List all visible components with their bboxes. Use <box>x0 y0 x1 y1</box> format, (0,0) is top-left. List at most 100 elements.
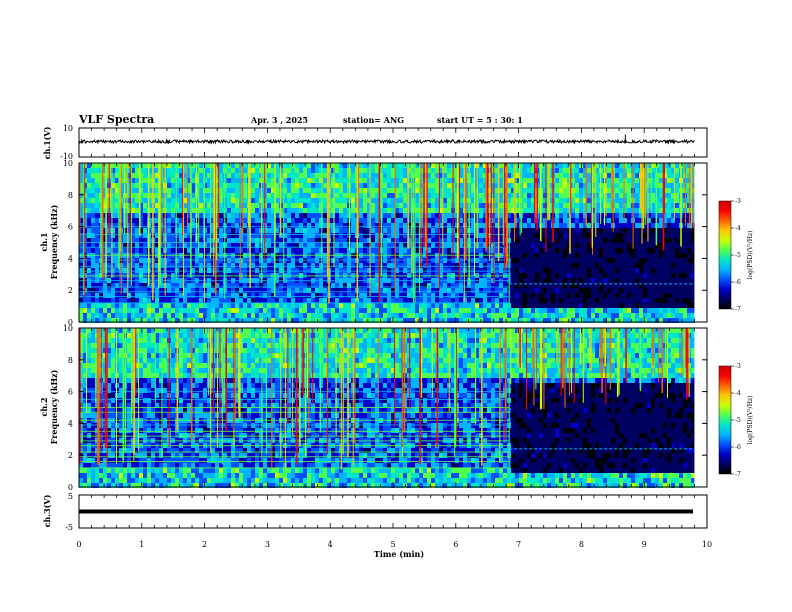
spectrogram-cell <box>91 198 95 203</box>
spectrogram-cell <box>675 308 679 313</box>
spectrogram-cell <box>283 303 287 308</box>
spectrogram-cell <box>251 238 255 243</box>
spectrogram-cell <box>487 193 491 198</box>
spectrogram-cell <box>159 213 163 218</box>
spectrogram-cell <box>111 318 115 323</box>
spectrogram-cell <box>443 248 447 253</box>
spectrogram-cell <box>667 218 671 223</box>
spectrogram-cell <box>635 288 639 293</box>
spectrogram-cell <box>623 173 627 178</box>
spectrogram-cell <box>123 248 127 253</box>
spectrogram-cell <box>551 268 555 273</box>
spectrogram-cell <box>683 278 687 283</box>
spectrogram-cell <box>407 248 411 253</box>
spectrogram-cell <box>383 213 387 218</box>
spectrogram-cell <box>255 303 259 308</box>
spectrogram-cell <box>499 318 503 323</box>
spectrogram-cell <box>279 263 283 268</box>
spectrogram-cell <box>375 238 379 243</box>
spectrogram-cell <box>435 193 439 198</box>
spectrogram-cell <box>515 293 519 298</box>
spectrogram-cell <box>595 298 599 303</box>
spectrogram-cell <box>671 173 675 178</box>
spectrogram-cell <box>167 223 171 228</box>
spectrogram-cell <box>487 258 491 263</box>
spectrogram-cell <box>455 303 459 308</box>
spectrogram-cell <box>391 293 395 298</box>
spectrogram-cell <box>199 318 203 323</box>
spectrogram-cell <box>543 163 547 168</box>
spectrogram-cell <box>307 163 311 168</box>
spectrogram-cell <box>327 308 331 313</box>
spectrogram-cell <box>255 248 259 253</box>
spectrogram-cell <box>611 243 615 248</box>
spectrogram-cell <box>287 163 291 168</box>
spectrogram-cell <box>111 168 115 173</box>
spectrogram-cell <box>503 318 507 323</box>
spectrogram-cell <box>479 308 483 313</box>
spectrogram-cell <box>207 213 211 218</box>
spectrogram-cell <box>251 173 255 178</box>
spectrogram-cell <box>323 188 327 193</box>
spectrogram-cell <box>491 258 495 263</box>
spectrogram-cell <box>527 248 531 253</box>
spectrogram-cell <box>615 228 619 233</box>
spectrogram-cell <box>423 163 427 168</box>
spectrogram-cell <box>475 288 479 293</box>
spectrogram-cell <box>659 218 663 223</box>
spectrogram-cell <box>291 318 295 323</box>
spectrogram-cell <box>639 308 643 313</box>
spectrogram-cell <box>347 218 351 223</box>
spectrogram-cell <box>235 318 239 323</box>
spectrogram-cell <box>543 208 547 213</box>
spectrogram-cell <box>555 288 559 293</box>
spectrogram-cell <box>251 198 255 203</box>
spectrogram-cell <box>555 173 559 178</box>
spectrogram-cell <box>323 208 327 213</box>
spectrogram-cell <box>335 248 339 253</box>
spectrogram-cell <box>79 313 83 318</box>
spectrogram-cell <box>607 218 611 223</box>
spectrogram-cell <box>271 303 275 308</box>
spectrogram-cell <box>239 243 243 248</box>
spectrogram-cell <box>267 218 271 223</box>
spectrogram-cell <box>527 273 531 278</box>
spectrogram-cell <box>139 318 143 323</box>
spectrogram-cell <box>215 288 219 293</box>
spectrogram-cell <box>95 208 99 213</box>
spectrogram-cell <box>195 248 199 253</box>
spectrogram-cell <box>595 273 599 278</box>
spectrogram-cell <box>159 248 163 253</box>
spectrogram-cell <box>403 298 407 303</box>
spectrogram-cell <box>315 318 319 323</box>
spectrogram-cell <box>395 293 399 298</box>
spectrogram-cell <box>427 238 431 243</box>
spectrogram-cell <box>383 263 387 268</box>
spectrogram-cell <box>579 293 583 298</box>
spectrogram-cell <box>439 168 443 173</box>
spectrogram-cell <box>471 293 475 298</box>
spectrogram-cell <box>115 193 119 198</box>
spectrogram-cell <box>523 318 527 323</box>
spectrogram-cell <box>531 298 535 303</box>
spectrogram-cell <box>299 168 303 173</box>
spectrogram-cell <box>227 313 231 318</box>
spectrogram-cell <box>415 208 419 213</box>
spectrogram-cell <box>463 233 467 238</box>
spectrogram-cell <box>95 238 99 243</box>
spectrogram-cell <box>323 228 327 233</box>
spectrogram-cell <box>631 263 635 268</box>
spectrogram-cell <box>383 283 387 288</box>
spectrogram-cell <box>355 308 359 313</box>
spectrogram-cell <box>619 303 623 308</box>
spectrogram-cell <box>507 303 511 308</box>
spectrogram-cell <box>347 163 351 168</box>
spectrogram-cell <box>471 243 475 248</box>
spectrogram-cell <box>399 263 403 268</box>
spectrogram-cell <box>343 183 347 188</box>
spectrogram-cell <box>203 288 207 293</box>
spectrogram-cell <box>635 308 639 313</box>
spectrogram-cell <box>491 298 495 303</box>
spectrogram-cell <box>487 288 491 293</box>
spectrogram-cell <box>395 298 399 303</box>
